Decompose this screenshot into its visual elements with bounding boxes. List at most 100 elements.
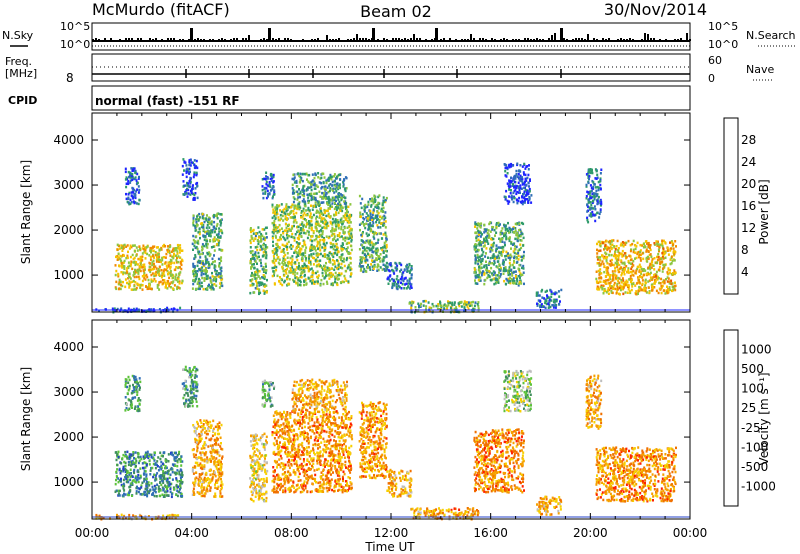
data-cell [293, 219, 296, 223]
data-cell [172, 256, 175, 260]
data-cell [487, 256, 489, 259]
data-cell [364, 241, 367, 244]
data-cell [399, 277, 402, 281]
nsky-bar [341, 40, 343, 41]
data-cell [199, 261, 202, 264]
data-cell [120, 283, 122, 286]
data-cell [516, 279, 519, 283]
data-cell [192, 278, 195, 282]
data-cell [160, 248, 163, 251]
data-cell [527, 192, 530, 195]
data-cell [197, 252, 200, 255]
data-cell [340, 262, 343, 266]
data-cell [359, 256, 362, 259]
data-cell [538, 294, 541, 297]
data-cell [313, 176, 316, 180]
data-cell [502, 259, 505, 262]
data-cell [491, 225, 494, 229]
data-cell [297, 262, 300, 265]
data-cell [283, 237, 286, 240]
data-cell [131, 178, 134, 182]
data-cell [301, 221, 304, 224]
data-cell [178, 280, 181, 283]
data-cell [608, 284, 611, 288]
data-cell [316, 275, 319, 279]
data-cell [281, 249, 284, 252]
data-cell [123, 267, 126, 270]
data-cell [134, 171, 137, 174]
data-cell [302, 253, 305, 257]
data-cell [262, 289, 265, 292]
data-cell [163, 280, 166, 284]
data-cell [176, 256, 178, 260]
data-cell [217, 232, 220, 236]
data-cell [289, 271, 292, 274]
data-cell [134, 169, 137, 173]
data-cell [312, 230, 315, 233]
data-cell [480, 243, 482, 246]
data-cell [175, 261, 178, 264]
data-cell [337, 187, 340, 191]
data-cell [348, 218, 351, 222]
data-cell [157, 267, 160, 271]
data-cell [192, 197, 195, 200]
data-cell [287, 224, 290, 227]
data-cell [195, 173, 198, 177]
data-cell [204, 272, 207, 276]
data-cell [213, 254, 215, 257]
data-cell [336, 196, 339, 199]
data-cell [511, 274, 514, 277]
data-cell [277, 229, 280, 233]
data-cell [129, 176, 132, 179]
data-cell [193, 173, 196, 176]
data-cell [491, 249, 494, 252]
data-cell [525, 194, 527, 197]
data-cell [296, 190, 299, 193]
data-cell [378, 232, 381, 235]
data-cell [124, 170, 127, 174]
data-cell [501, 240, 504, 243]
data-cell [312, 231, 315, 235]
data-cell [178, 282, 181, 285]
data-cell [512, 226, 515, 229]
data-cell [290, 206, 293, 209]
data-cell [555, 291, 558, 295]
data-cell [516, 277, 518, 281]
nsky-bar [362, 38, 364, 41]
data-cell [378, 221, 381, 224]
nsky-bar [227, 40, 229, 41]
data-cell [365, 249, 368, 253]
data-cell [209, 239, 212, 242]
data-cell [504, 233, 507, 237]
nsky-bar [197, 38, 199, 41]
data-cell [514, 270, 517, 273]
data-cell [343, 226, 346, 230]
data-cell [257, 226, 260, 229]
data-cell [477, 262, 480, 266]
data-cell [501, 250, 504, 254]
data-cell [587, 176, 590, 179]
data-cell [326, 202, 329, 205]
data-cell [138, 277, 141, 281]
data-cell [491, 228, 494, 231]
data-cell [384, 211, 387, 214]
nsky-bar [545, 40, 547, 41]
data-cell [539, 304, 542, 307]
data-cell [303, 267, 306, 270]
data-cell [329, 173, 332, 177]
data-cell [212, 260, 215, 264]
nsky-bar [344, 40, 346, 41]
data-cell [599, 210, 602, 213]
data-cell [125, 192, 127, 196]
nsky-bar [587, 34, 589, 41]
data-cell [304, 255, 307, 258]
data-cell [479, 235, 482, 238]
data-cell [509, 191, 512, 195]
data-cell [408, 302, 411, 305]
data-cell [273, 274, 275, 277]
data-cell [334, 277, 337, 281]
data-cell [508, 279, 511, 282]
data-cell [275, 259, 277, 262]
data-cell [316, 185, 319, 189]
nsky-bar [677, 39, 679, 41]
